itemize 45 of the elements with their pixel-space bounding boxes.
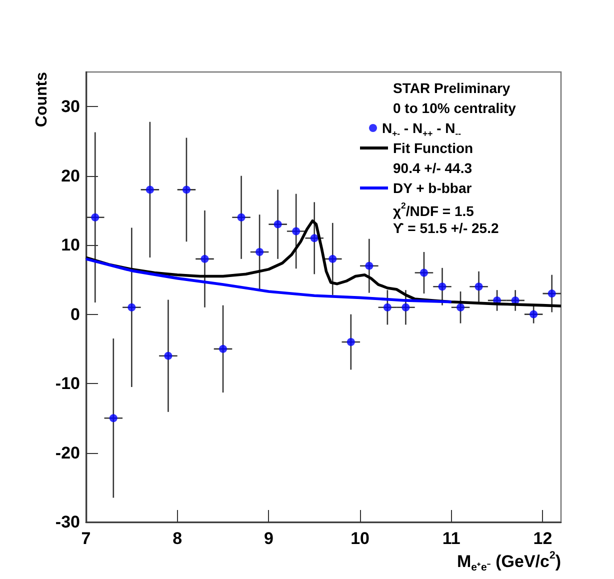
x-tick-label: 7	[81, 529, 91, 548]
point	[274, 220, 282, 228]
legend-label: DY + b-bbar	[393, 180, 472, 196]
point	[530, 310, 538, 318]
point	[328, 254, 337, 263]
x-tick-label: 12	[533, 529, 552, 548]
legend-label: Fit Function	[393, 140, 474, 156]
y-tick-label: 10	[61, 236, 80, 255]
point	[200, 254, 209, 263]
x-tick-label: 9	[264, 529, 274, 548]
point	[164, 352, 172, 360]
point	[365, 262, 374, 270]
point	[237, 213, 246, 222]
annotation: ϒ = 51.5 +/- 25.2	[393, 220, 499, 236]
point	[146, 186, 154, 194]
annotation: STAR Preliminary	[393, 80, 510, 96]
annotation: 90.4 +/- 44.3	[393, 160, 472, 176]
y-tick-label: -30	[55, 512, 80, 532]
y-tick-label: -20	[55, 443, 80, 462]
x-tick-label: 8	[172, 529, 182, 548]
point	[548, 290, 556, 298]
point	[219, 344, 228, 353]
point	[456, 303, 465, 312]
point	[292, 227, 300, 236]
point	[474, 282, 483, 291]
x-tick-label: 10	[350, 529, 370, 548]
point	[182, 186, 190, 194]
point	[256, 248, 264, 256]
point	[420, 268, 428, 277]
point	[438, 282, 446, 291]
point	[128, 303, 136, 312]
point	[109, 414, 118, 422]
point	[402, 303, 410, 312]
y-tick-label: -10	[55, 374, 80, 394]
point	[310, 234, 318, 242]
annotation: 0 to 10% centrality	[393, 100, 516, 116]
x-tick-label: 11	[442, 529, 460, 548]
point	[383, 303, 392, 312]
y-tick-label: 20	[61, 166, 80, 186]
point	[346, 338, 355, 346]
y-tick-label: 0	[70, 304, 80, 324]
legend-label: N+- - N++ - N--	[382, 120, 462, 138]
point	[91, 213, 100, 222]
y-tick-label: 30	[61, 97, 80, 116]
y-axis-title: Counts	[34, 72, 50, 128]
